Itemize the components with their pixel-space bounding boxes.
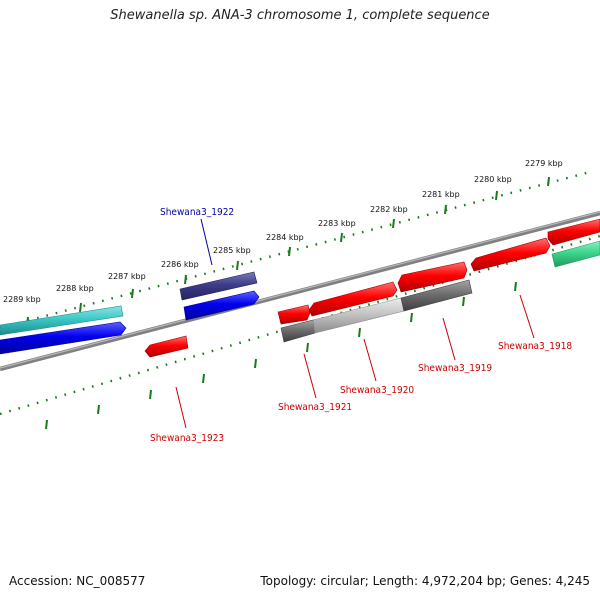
gene-label-1922: Shewana3_1922 (160, 207, 234, 218)
inner-major-ticks (45, 281, 517, 430)
cds-red-1919-top (397, 261, 468, 293)
cds-seagreen-right (551, 240, 600, 268)
cds-red-1920-top (308, 281, 398, 317)
map-title: Shewanella sp. ANA-3 chromosome 1, compl… (110, 8, 490, 23)
outer-tick-track (0, 170, 591, 330)
cds-blue-1922 (183, 290, 260, 321)
gene-label-1918: Shewana3_1918 (498, 341, 572, 352)
cds-red-1918 (470, 237, 551, 272)
tick-2280: 2280 kbp (474, 175, 512, 201)
tick-label: 2283 kbp (318, 219, 356, 228)
tick-label: 2282 kbp (370, 205, 408, 214)
tick-2287: 2287 kbp (108, 272, 146, 299)
tick-label: 2288 kbp (56, 284, 94, 293)
cds-red-far-right (547, 218, 600, 246)
tick-2286: 2286 kbp (161, 260, 199, 285)
tick-label: 2281 kbp (422, 190, 460, 199)
gene-label-1923: Shewana3_1923 (150, 433, 224, 444)
cds-blue-left (0, 321, 127, 355)
tick-2288: 2288 kbp (56, 284, 94, 313)
tick-2285: 2285 kbp (213, 246, 251, 271)
tick-label: 2289 kbp (3, 295, 41, 304)
cds-navy-1922 (179, 271, 258, 301)
genome-summary-text: Topology: circular; Length: 4,972,204 bp… (260, 574, 590, 588)
gene-label-1920: Shewana3_1920 (340, 385, 414, 396)
cds-cyan-left (0, 305, 124, 336)
tick-2279: 2279 kbp (525, 159, 563, 187)
gene-label-1919: Shewana3_1919 (418, 363, 492, 374)
cds-gray-1919 (400, 279, 473, 312)
cds-red-small (277, 304, 311, 325)
label-leaders (175, 218, 535, 429)
tick-label: 2287 kbp (108, 272, 146, 281)
tick-2281: 2281 kbp (422, 190, 460, 215)
tick-label: 2286 kbp (161, 260, 199, 269)
tick-label: 2284 kbp (266, 233, 304, 242)
tick-label: 2279 kbp (525, 159, 563, 168)
tick-label: 2285 kbp (213, 246, 251, 255)
tick-2282: 2282 kbp (370, 205, 408, 229)
tick-label: 2280 kbp (474, 175, 512, 184)
gene-label-1921: Shewana3_1921 (278, 402, 352, 413)
cds-red-1923 (144, 335, 189, 358)
backbone-highlight (0, 211, 600, 369)
tick-2283: 2283 kbp (318, 219, 356, 243)
accession-text: Accession: NC_008577 (9, 574, 146, 588)
tick-2284: 2284 kbp (266, 233, 304, 257)
